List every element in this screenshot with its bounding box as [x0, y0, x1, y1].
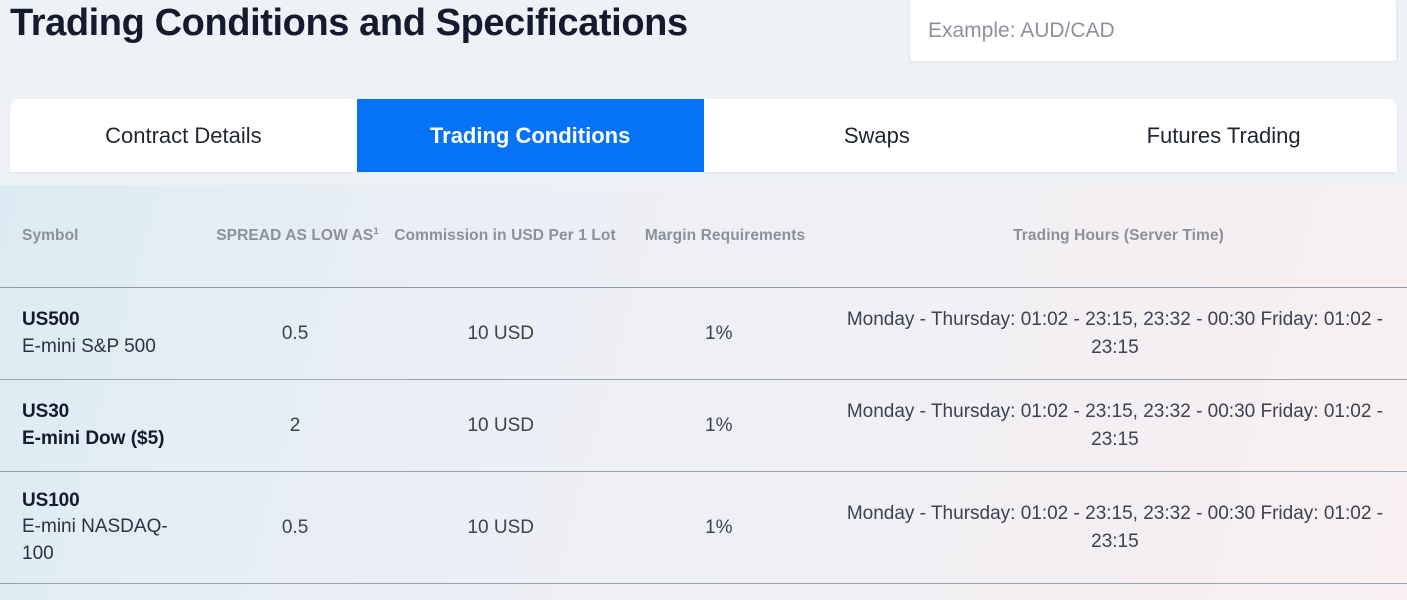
symbol-name: E-mini S&P 500: [22, 335, 156, 357]
column-header-commission: Commission in USD Per 1 Lot: [390, 224, 620, 248]
table-header-row: Symbol SPREAD AS LOW AS1 Commission in U…: [0, 185, 1407, 288]
column-header-label: Symbol: [22, 226, 79, 244]
cell-commission: 10 USD: [467, 322, 534, 344]
cell-commission: 10 USD: [467, 516, 534, 538]
cell-symbol: US500 E-mini S&P 500: [0, 306, 203, 361]
cell-trading-hours: Monday - Thursday: 01:02 - 23:15, 23:32 …: [823, 500, 1407, 555]
tab-bar: Contract Details Trading Conditions Swap…: [10, 99, 1397, 172]
symbol-code: US500: [22, 309, 80, 331]
page-title: Trading Conditions and Specifications: [10, 2, 688, 44]
symbol-code: US100: [22, 489, 80, 511]
tab-label: Contract Details: [105, 122, 262, 148]
cell-spread: 0.5: [281, 516, 309, 538]
tab-label: Swaps: [843, 122, 910, 148]
search-input[interactable]: [910, 0, 1396, 61]
trading-hours-text: Monday - Thursday: 01:02 - 23:15, 23:32 …: [846, 308, 1383, 358]
cell-symbol: US100 E-mini NASDAQ-100: [0, 487, 203, 568]
column-header-trading-hours: Trading Hours (Server Time): [830, 224, 1407, 248]
cell-margin: 1%: [705, 516, 733, 538]
tab-swaps[interactable]: Swaps: [703, 99, 1051, 172]
column-header-margin: Margin Requirements: [620, 224, 830, 248]
cell-spread: 0.5: [281, 322, 309, 344]
tab-contract-details[interactable]: Contract Details: [10, 99, 357, 172]
column-header-spread: SPREAD AS LOW AS1: [205, 224, 390, 248]
tab-futures-trading[interactable]: Futures Trading: [1050, 99, 1397, 172]
cell-commission: 10 USD: [467, 414, 534, 436]
cell-symbol: US30 E-mini Dow ($5): [0, 398, 203, 453]
cell-margin: 1%: [705, 322, 733, 344]
column-header-label: Trading Hours (Server Time): [1013, 226, 1224, 244]
table-row[interactable]: US30 E-mini Dow ($5) 2 10 USD 1% Monday …: [0, 380, 1407, 472]
symbol-name: E-mini NASDAQ-100: [22, 516, 168, 565]
tab-label: Futures Trading: [1146, 122, 1301, 148]
cell-margin: 1%: [705, 414, 733, 436]
symbol-name: E-mini Dow ($5): [22, 427, 165, 449]
column-header-label: SPREAD AS LOW AS: [216, 226, 374, 244]
column-header-label: Margin Requirements: [644, 226, 806, 244]
tab-trading-conditions[interactable]: Trading Conditions: [356, 99, 704, 172]
table-row[interactable]: US500 E-mini S&P 500 0.5 10 USD 1% Monda…: [0, 288, 1407, 380]
column-header-label: Commission in USD Per 1 Lot: [394, 226, 616, 244]
cell-trading-hours: Monday - Thursday: 01:02 - 23:15, 23:32 …: [823, 306, 1407, 361]
table-row[interactable]: US100 E-mini NASDAQ-100 0.5 10 USD 1% Mo…: [0, 472, 1407, 584]
footnote-marker: 1: [373, 225, 379, 237]
trading-hours-text: Monday - Thursday: 01:02 - 23:15, 23:32 …: [846, 502, 1383, 552]
trading-hours-text: Monday - Thursday: 01:02 - 23:15, 23:32 …: [846, 400, 1383, 450]
trading-conditions-table: Symbol SPREAD AS LOW AS1 Commission in U…: [0, 185, 1407, 600]
column-header-symbol: Symbol: [0, 224, 205, 248]
page-header: Trading Conditions and Specifications: [0, 0, 1407, 98]
symbol-code: US30: [22, 401, 70, 423]
tab-label: Trading Conditions: [429, 122, 631, 148]
cell-spread: 2: [289, 414, 301, 436]
symbol-search-box[interactable]: [909, 0, 1397, 62]
cell-trading-hours: Monday - Thursday: 01:02 - 23:15, 23:32 …: [823, 398, 1407, 453]
